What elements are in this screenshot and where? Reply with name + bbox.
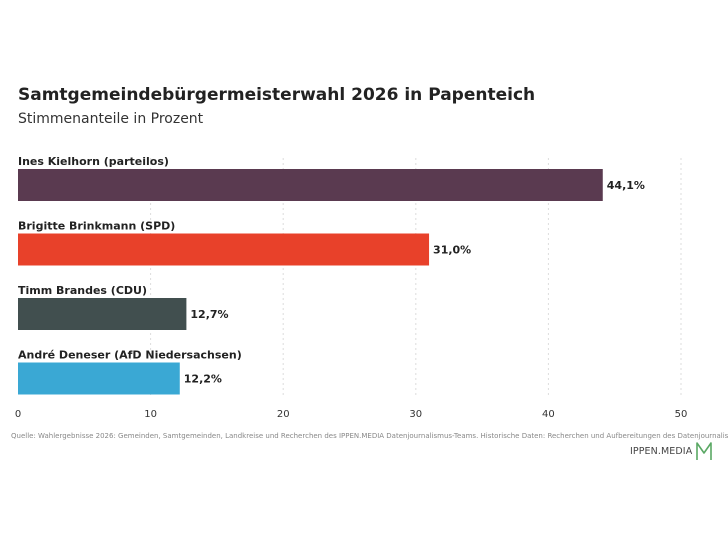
x-tick-label: 20: [277, 409, 290, 420]
x-tick-label: 0: [15, 409, 21, 420]
candidate-label: André Deneser (AfD Niedersachsen): [18, 349, 242, 362]
bar: [18, 362, 180, 395]
bar: [18, 298, 187, 330]
bar: [18, 169, 603, 201]
x-tick-label: 50: [675, 409, 688, 420]
logo-text: IPPEN.MEDIA: [630, 445, 693, 457]
chart-subtitle: Stimmenanteile in Prozent: [18, 111, 204, 127]
bar: [18, 233, 430, 266]
candidate-label: Ines Kielhorn (parteilos): [18, 155, 169, 168]
chart-title: Samtgemeindebürgermeisterwahl 2026 in Pa…: [18, 85, 536, 105]
bars: Ines Kielhorn (parteilos) 44,1% Brigitte B…: [18, 155, 645, 395]
candidate-label: Brigitte Brinkmann (SPD): [18, 220, 175, 233]
x-tick-label: 30: [409, 409, 422, 420]
value-label: 12,2%: [184, 373, 222, 386]
value-label: 12,7%: [190, 308, 228, 321]
x-tick-label: 40: [542, 409, 555, 420]
value-label: 31,0%: [433, 244, 471, 257]
x-tick-label: 10: [144, 409, 157, 420]
publisher-logo: IPPEN.MEDIA: [630, 441, 713, 461]
x-axis: 0 10 20 30 40 50: [15, 409, 688, 420]
value-label: 44,1%: [607, 179, 645, 192]
ippen-m-icon: [696, 442, 713, 460]
bar-chart: Ines Kielhorn (parteilos) 44,1% Brigitte B…: [15, 155, 688, 420]
candidate-label: Timm Brandes (CDU): [18, 284, 147, 297]
source-note: Quelle: Wahlergebnisse 2026: Gemeinden, …: [11, 432, 728, 440]
